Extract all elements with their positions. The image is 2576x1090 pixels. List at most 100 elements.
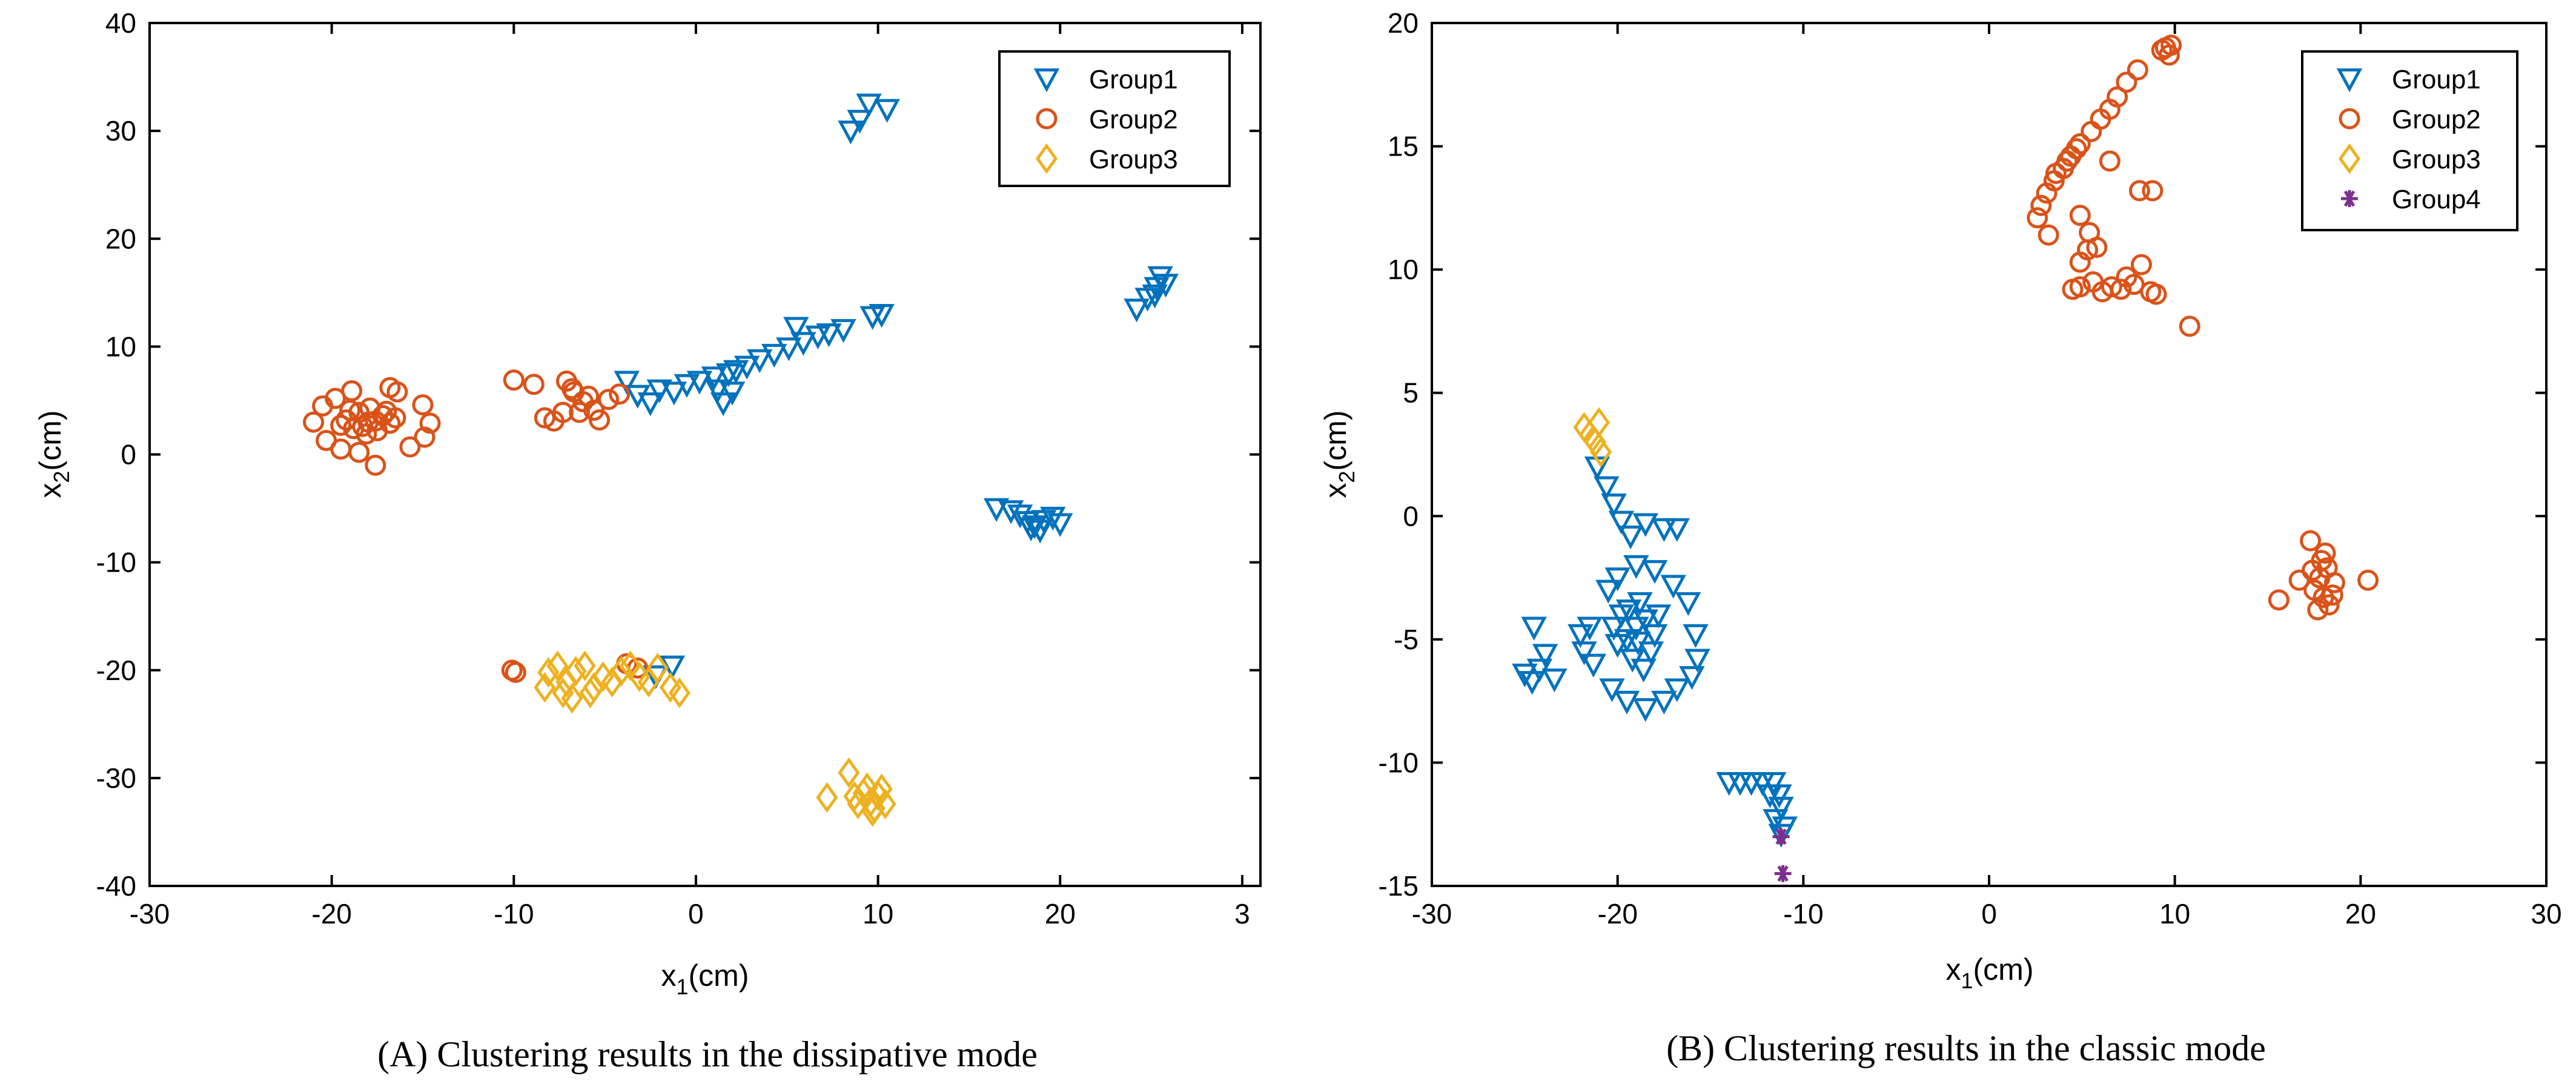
- y-tick-label: 15: [1388, 131, 1419, 162]
- legend: Group1 Group2 Group3 Group4: [2301, 50, 2518, 231]
- group3-point: [668, 677, 690, 708]
- group2-point: [569, 401, 591, 423]
- group2-point: [330, 438, 352, 460]
- group2-point: [2116, 71, 2137, 93]
- group3-point: [843, 781, 866, 812]
- group3-point: [816, 782, 838, 813]
- legend-label-group2: Group2: [1089, 105, 1178, 134]
- group1-point: [1614, 690, 1640, 715]
- legend-marker-group1: [1033, 68, 1060, 93]
- legend-label-group1: Group1: [1089, 65, 1178, 94]
- legend: Group1 Group2 Group3: [998, 50, 1231, 187]
- x-axis-label-subscript: 1: [1961, 968, 1973, 993]
- group1-point: [1768, 796, 1794, 821]
- group1-point: [747, 349, 773, 374]
- group1-point: [1124, 299, 1150, 323]
- group1-point: [674, 374, 700, 398]
- legend-label-group1: Group1: [2392, 65, 2481, 94]
- group1-point: [1604, 567, 1631, 592]
- group2-point: [419, 412, 441, 434]
- group1-point: [1521, 616, 1547, 641]
- group2-point: [399, 436, 421, 458]
- group2-point: [2027, 207, 2048, 229]
- group3-point: [861, 796, 884, 827]
- x-axis-label: x1(cm): [1946, 953, 2034, 993]
- legend-marker-group4: [2341, 190, 2358, 207]
- x-tick-label: 10: [863, 898, 893, 930]
- group1-point: [1641, 560, 1668, 584]
- group1-point: [704, 379, 731, 403]
- group1-point: [1761, 772, 1787, 796]
- group1-point: [719, 382, 746, 406]
- group4-point: [1772, 828, 1790, 845]
- group1-point: [1625, 631, 1651, 656]
- group1-point: [790, 332, 816, 356]
- group3-point: [610, 656, 632, 687]
- group1-point: [1617, 525, 1644, 550]
- group2-point: [2069, 276, 2091, 298]
- y-axis-label: x2(cm): [33, 411, 74, 498]
- group1-point: [661, 382, 687, 406]
- legend-marker-group2: [2339, 108, 2360, 130]
- group3-point: [847, 788, 869, 819]
- group1-point: [1683, 624, 1709, 648]
- group2-point: [352, 415, 374, 437]
- group3-point: [659, 672, 681, 703]
- group3-point: [646, 652, 669, 684]
- group2-point: [2323, 572, 2345, 593]
- y-tick-label: 0: [1403, 500, 1419, 532]
- group1-point: [1040, 506, 1066, 531]
- group4-point: [1774, 865, 1792, 882]
- group2-point: [589, 409, 611, 431]
- x-tick-label: -20: [311, 898, 351, 930]
- group2-point: [2128, 180, 2150, 202]
- group1-point: [830, 319, 856, 343]
- group2-point: [2065, 138, 2087, 160]
- group2-point: [534, 407, 555, 429]
- group3-point: [870, 773, 893, 804]
- group2-point: [379, 377, 401, 398]
- x-tick-label: -10: [494, 898, 534, 930]
- group2-point: [543, 410, 565, 432]
- group3-point: [534, 672, 556, 703]
- legend-label-group4: Group4: [2392, 185, 2481, 214]
- group2-point: [2160, 35, 2182, 56]
- group2-point: [2314, 542, 2336, 564]
- group2-point: [2038, 224, 2059, 246]
- legend-marker-group1: [2336, 68, 2363, 93]
- group1-point: [816, 323, 842, 348]
- group2-point: [2288, 569, 2310, 591]
- group1-point: [856, 93, 882, 117]
- axis-ticks: -30 -20 -10 0 10 20 30 -15 -10 -5 0 5 10 15 20: [1379, 7, 2562, 930]
- group1-point: [1763, 809, 1789, 833]
- group2-point: [2045, 162, 2067, 184]
- group1-point: [723, 360, 749, 384]
- group3-point: [561, 682, 583, 714]
- group1-point: [1638, 641, 1664, 666]
- group1-point: [1651, 518, 1677, 542]
- y-tick-label: 0: [121, 439, 136, 471]
- group1-point: [847, 110, 873, 134]
- group2-point: [2123, 274, 2145, 296]
- y-tick-label: 10: [1388, 254, 1419, 285]
- x-tick-label: -30: [130, 898, 170, 930]
- group2-point: [2142, 180, 2164, 202]
- legend-label-group2: Group2: [2392, 105, 2481, 134]
- caption-a: (A) Clustering results in the dissipativ…: [377, 1034, 1038, 1074]
- y-tick-label: -15: [1379, 870, 1419, 902]
- x-tick-label: -20: [1597, 898, 1637, 930]
- group1-point: [1018, 517, 1044, 541]
- group1-point: [838, 121, 864, 145]
- group2-point: [365, 454, 386, 476]
- group2-point: [2086, 237, 2108, 258]
- group1-point: [1645, 604, 1672, 629]
- group1-point: [1664, 518, 1690, 542]
- group2-point: [330, 414, 352, 436]
- group2-point: [578, 385, 600, 407]
- group1-point: [874, 99, 900, 123]
- group2-point: [2179, 315, 2200, 337]
- x-tick-label: 20: [2345, 898, 2376, 930]
- x-tick-label: -10: [1783, 898, 1823, 930]
